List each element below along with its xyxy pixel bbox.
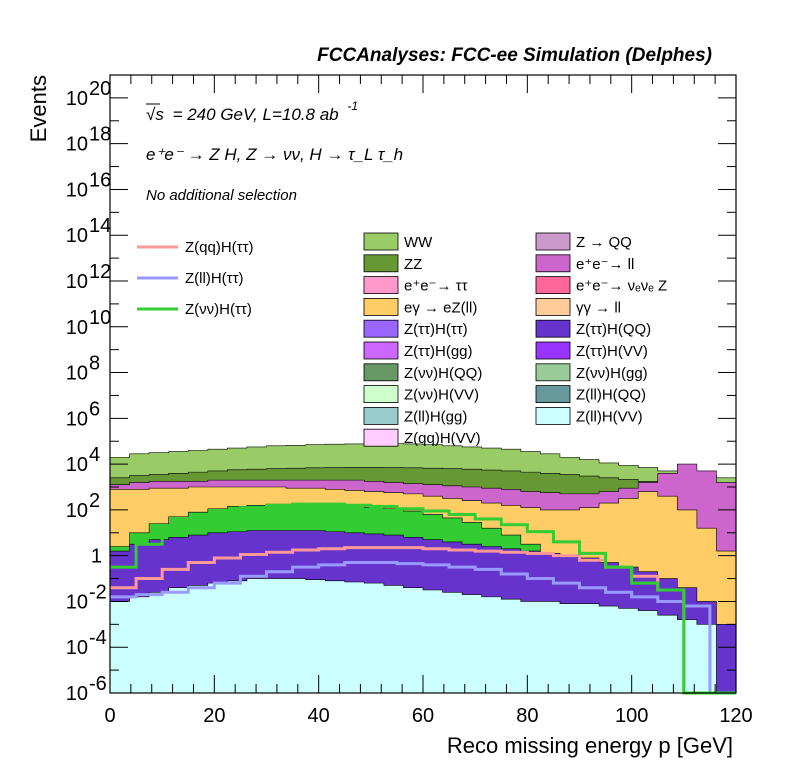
process-text: e⁺e⁻ → Z H, Z → νν, H → τ_L τ_h xyxy=(146,145,403,164)
legend-stack-label: Z(ll)H(gg) xyxy=(404,408,467,425)
y-tick-label: 10 xyxy=(66,408,88,430)
overlay-line-1 xyxy=(110,561,736,695)
legend-stack-label: Z(ττ)H(gg) xyxy=(404,343,473,360)
legend-swatch xyxy=(535,232,571,251)
y-tick-exponent: -2 xyxy=(89,581,107,603)
x-tick-label: 120 xyxy=(719,705,752,727)
legend-stack-label: e⁺e⁻→ ll xyxy=(576,256,634,273)
y-tick-label: 10 xyxy=(66,454,88,476)
y-tick-label: 1 xyxy=(91,546,102,568)
legend-swatch xyxy=(535,276,571,295)
x-tick-label: 100 xyxy=(615,705,648,727)
legend-overlays: Z(qq)H(ττ) Z(ll)H(ττ) Z(νν)H(ττ) xyxy=(137,239,254,318)
x-tick-label: 20 xyxy=(203,705,225,727)
legend-swatch xyxy=(535,341,571,360)
y-tick-label: 10 xyxy=(66,317,88,339)
legend-stack-label: Z(ττ)H(ττ) xyxy=(404,321,468,338)
lumi-exponent: -1 xyxy=(347,99,358,113)
legend-stack-label: Z(νν)H(QQ) xyxy=(404,365,482,382)
legend-swatch xyxy=(363,319,399,338)
y-tick-exponent: 18 xyxy=(89,124,111,146)
legend-swatch xyxy=(363,428,399,447)
legend-swatch xyxy=(363,232,399,251)
y-tick-exponent: 2 xyxy=(89,490,100,512)
legend-swatch xyxy=(535,385,571,404)
legend-stack-label: e⁺e⁻→ νₑνₑ Z xyxy=(576,278,667,295)
y-tick-label: 10 xyxy=(66,88,88,110)
legend-swatch xyxy=(535,254,571,273)
legend-stack-label: Z(ττ)H(VV) xyxy=(576,343,648,360)
stacked-histogram-layers xyxy=(109,443,737,694)
legend-overlay-label: Z(ll)H(ττ) xyxy=(185,270,244,287)
legend-stack-label: ZZ xyxy=(404,256,422,273)
signal-overlay-lines xyxy=(110,502,736,695)
y-tick-exponent: 4 xyxy=(89,444,100,466)
legend-overlay-label: Z(νν)H(ττ) xyxy=(185,301,252,318)
y-tick-label: 10 xyxy=(66,591,88,613)
x-axis-label: Reco missing energy p [GeV] xyxy=(447,733,733,758)
overlay-line-2 xyxy=(110,502,736,695)
selection-text: No additional selection xyxy=(146,187,297,204)
legend-stack-label: Z(ll)H(QQ) xyxy=(576,387,646,404)
y-tick-exponent: 6 xyxy=(89,398,100,420)
y-tick-label: 10 xyxy=(66,179,88,201)
legend-stack-label: Z(ττ)H(QQ) xyxy=(576,321,651,338)
x-tick-label: 40 xyxy=(308,705,330,727)
y-tick-exponent: 16 xyxy=(89,169,111,191)
y-tick-exponent: 8 xyxy=(89,353,100,375)
x-tick-label: 80 xyxy=(516,705,538,727)
legend-stack-label: Z(qq)H(VV) xyxy=(404,430,481,447)
legend-swatch xyxy=(363,385,399,404)
x-tick-label: 60 xyxy=(412,705,434,727)
legend-stack-label: Z(ll)H(VV) xyxy=(576,408,643,425)
legend-swatch xyxy=(535,406,571,425)
y-tick-label: 10 xyxy=(66,500,88,522)
legend-stack: WW ZZ e⁺e⁻→ ττ eγ → eZ(ll) Z(ττ)H(ττ) Z(ττ)H(… xyxy=(363,232,667,447)
chart-header: FCCAnalyses: FCC-ee Simulation (Delphes) xyxy=(317,45,712,66)
legend-stack-label: eγ → eZ(ll) xyxy=(404,299,477,316)
y-tick-exponent: -6 xyxy=(89,673,107,695)
sqrt-s-symbol: √s xyxy=(146,105,164,124)
stack-layer-6 xyxy=(109,578,736,694)
y-tick-exponent: -4 xyxy=(89,627,107,649)
legend-swatch xyxy=(535,319,571,338)
legend-stack-label: Z → QQ xyxy=(576,234,632,251)
y-tick-exponent: 10 xyxy=(89,307,111,329)
legend-swatch xyxy=(363,341,399,360)
legend-stack-label: γγ → ll xyxy=(576,299,621,316)
legend-swatch xyxy=(363,406,399,425)
y-axis-label: Events xyxy=(26,75,51,142)
x-tick-label: 0 xyxy=(104,705,115,727)
legend-stack-label: e⁺e⁻→ ττ xyxy=(404,278,468,295)
legend-swatch xyxy=(535,297,571,316)
y-tick-label: 10 xyxy=(66,683,88,705)
legend-stack-label: Z(νν)H(gg) xyxy=(576,365,648,382)
y-tick-exponent: 14 xyxy=(89,215,111,237)
y-tick-exponent: 20 xyxy=(89,78,111,100)
legend-swatch xyxy=(363,363,399,382)
y-tick-label: 10 xyxy=(66,134,88,156)
svg-text:√s = 240 GeV, L=10.8 ab: √s = 240 GeV, L=10.8 ab -1 xyxy=(146,99,358,124)
legend-swatch xyxy=(363,276,399,295)
y-tick-label: 10 xyxy=(66,271,88,293)
legend-swatch xyxy=(535,363,571,382)
legend-swatch xyxy=(363,254,399,273)
annotation-block: √s = 240 GeV, L=10.8 ab -1 e⁺e⁻ → Z H, Z… xyxy=(146,99,403,204)
legend-swatch xyxy=(363,297,399,316)
y-tick-label: 10 xyxy=(66,225,88,247)
legend-stack-label: Z(νν)H(VV) xyxy=(404,387,479,404)
y-tick-label: 10 xyxy=(66,363,88,385)
legend-stack-label: WW xyxy=(404,234,433,251)
y-tick-label: 10 xyxy=(66,637,88,659)
legend-overlay-label: Z(qq)H(ττ) xyxy=(185,239,254,256)
y-tick-exponent: 12 xyxy=(89,261,111,283)
energy-lumi-text: = 240 GeV, L=10.8 ab xyxy=(173,105,339,124)
